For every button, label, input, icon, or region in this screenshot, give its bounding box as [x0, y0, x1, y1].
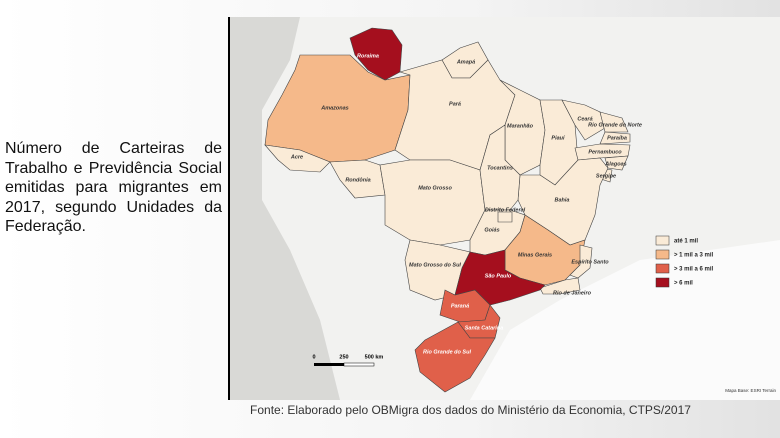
state-label: Ceará	[577, 116, 592, 122]
scale-label: 500 km	[365, 354, 384, 360]
state-label: Santa Catarina	[465, 325, 504, 331]
state-label: Rio Grande do Norte	[588, 122, 642, 128]
state-label: Amazonas	[320, 105, 349, 111]
state-label: Paraná	[451, 303, 469, 309]
scale-segment	[343, 362, 375, 367]
state-label: Amapá	[456, 59, 475, 65]
state	[414, 321, 496, 393]
state	[497, 211, 513, 223]
state	[499, 79, 546, 176]
legend: até 1 mil > 1 mil a 3 mil > 3 mil a 6 mil >…	[655, 235, 714, 288]
legend-label: > 6 mil	[674, 281, 693, 287]
legend-swatch	[655, 277, 670, 288]
state-label: Goiás	[484, 227, 499, 233]
state-label: Roraima	[357, 53, 379, 59]
scale-labels: 0 250 500 km	[312, 354, 383, 360]
state	[599, 131, 631, 145]
legend-swatch	[655, 235, 670, 246]
state-label: Piauí	[551, 135, 566, 141]
state-label: Pará	[449, 101, 461, 107]
state-label: Tocantins	[487, 165, 513, 171]
scale-segment	[314, 363, 344, 366]
state-label: Maranhão	[507, 123, 534, 129]
legend-swatch	[655, 263, 670, 274]
state-label: Minas Gerais	[518, 252, 552, 258]
legend-label: > 3 mil a 6 mil	[674, 267, 714, 273]
state-label: Sergipe	[596, 173, 616, 179]
ocean	[470, 240, 780, 400]
state-label: Alagoas	[604, 161, 626, 167]
source-caption: Fonte: Elaborado pelo OBMigra dos dados …	[250, 403, 691, 417]
state-label: Acre	[290, 154, 303, 160]
state	[264, 144, 331, 173]
basemap-credit: Mapa Base: ESRI Terrain	[725, 388, 776, 393]
state-label: Rio Grande do Sul	[423, 349, 471, 355]
state-label: Paraíba	[607, 135, 627, 141]
state-label: Distrito Federal	[485, 207, 526, 213]
state	[539, 277, 581, 295]
state-label: Mato Grosso do Sul	[409, 262, 461, 268]
state-label: Bahia	[555, 197, 570, 203]
states: Roraima Amapá Amazonas Pará Acre Rondônia Mato…	[264, 27, 642, 393]
description: Número de Carteiras de Trabalho e Previd…	[5, 140, 222, 236]
state-label: Espírito Santo	[571, 259, 609, 265]
scale-label: 0	[312, 354, 315, 360]
legend-label: até 1 mil	[674, 239, 698, 245]
state	[599, 111, 629, 133]
state-label: Pernambuco	[588, 149, 622, 155]
scale-label: 250	[339, 354, 348, 360]
legend-swatch	[655, 249, 670, 260]
legend-label: > 1 mil a 3 mil	[674, 253, 714, 259]
state-label: São Paulo	[485, 273, 512, 279]
state-label: Rio de Janeiro	[553, 290, 592, 296]
state-label: Mato Grosso	[418, 185, 452, 191]
state-label: Rondônia	[345, 177, 370, 183]
terrain	[229, 17, 340, 400]
scale-bar	[314, 362, 375, 367]
state	[604, 155, 629, 171]
